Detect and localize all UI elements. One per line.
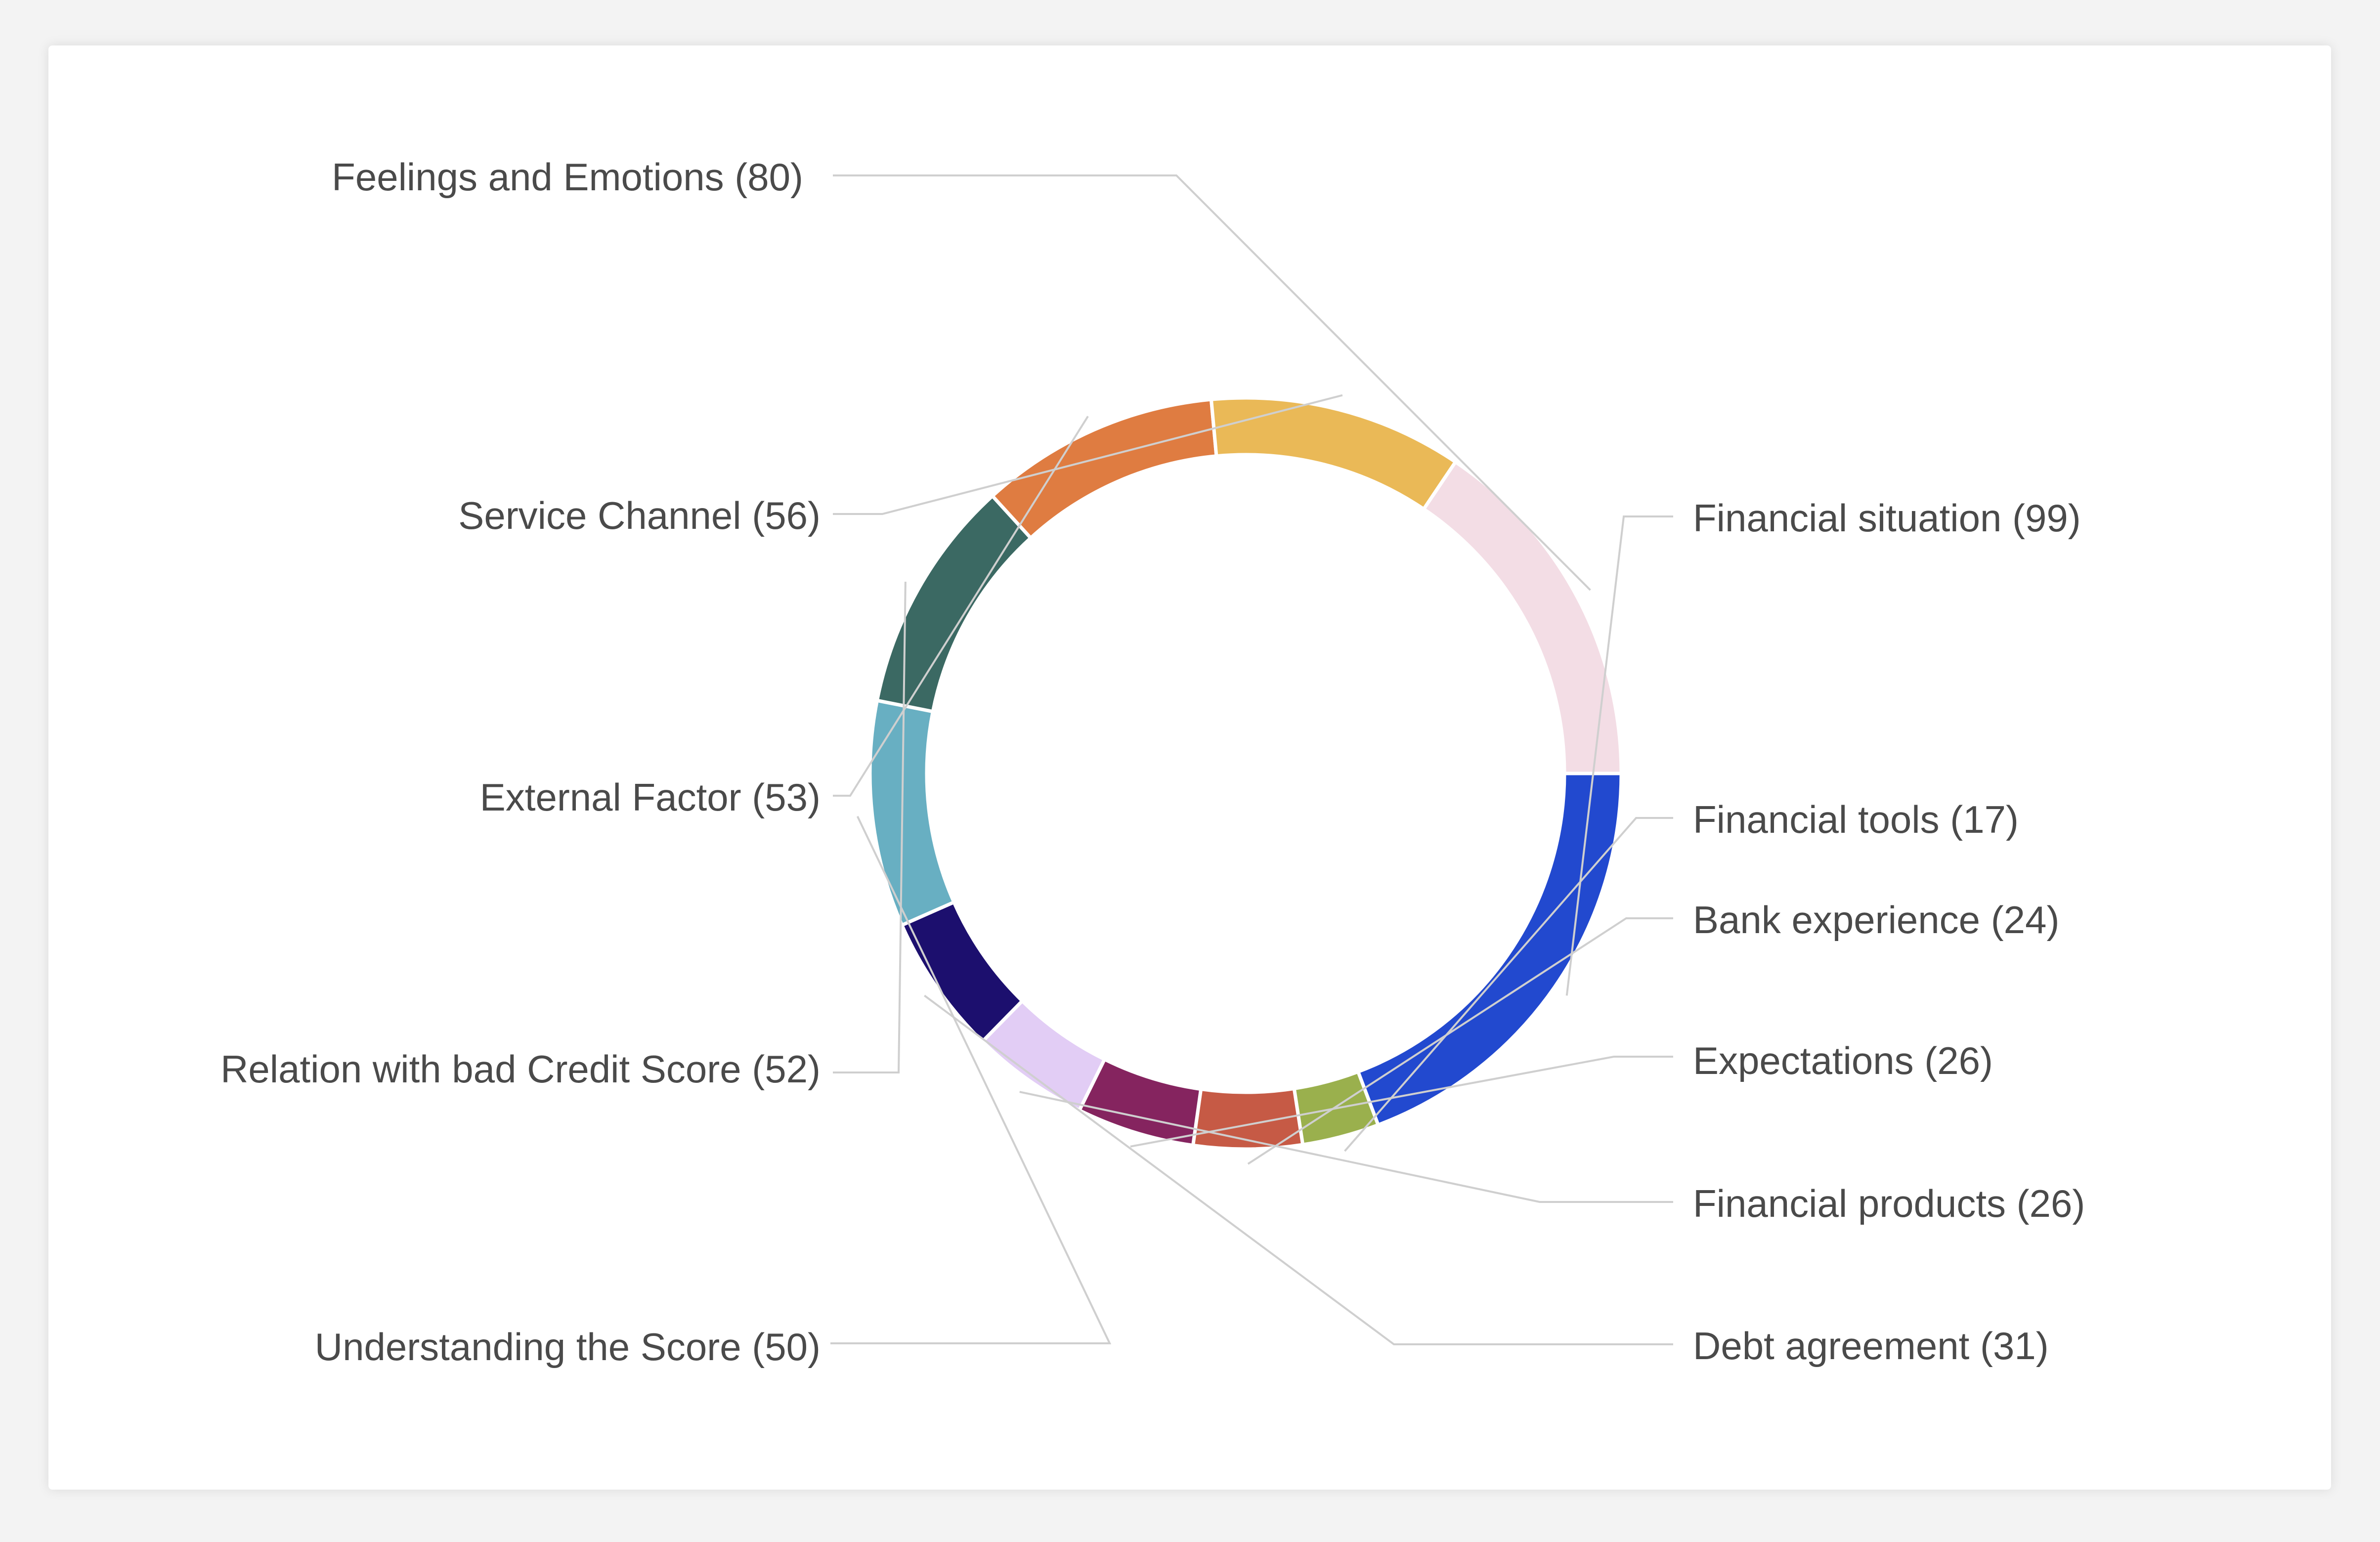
donut-slice-external-factor[interactable] xyxy=(990,397,1218,541)
leader-line xyxy=(833,174,1591,591)
leader-line xyxy=(1344,817,1673,1152)
donut-slice-financial-situation[interactable] xyxy=(1356,771,1623,1127)
slice-label: Financial tools (17) xyxy=(1693,798,2019,841)
slices-layer xyxy=(868,396,1623,1151)
slice-label: Feelings and Emotions (80) xyxy=(332,155,803,199)
slice-label: Expectations (26) xyxy=(1693,1039,1993,1082)
slice-label: Financial products (26) xyxy=(1693,1182,2085,1225)
slice-label: Bank experience (24) xyxy=(1693,898,2059,942)
leader-line xyxy=(1247,917,1673,1165)
slice-label: Service Channel (56) xyxy=(458,494,821,537)
donut-slice-relation-with-bad-credit-score[interactable] xyxy=(875,493,1034,714)
leader-lines-layer xyxy=(830,174,1673,1345)
leader-line xyxy=(1565,515,1673,996)
labels-layer: Financial situation (99) Financial tools … xyxy=(220,155,2085,1369)
slice-label: Debt agreement (31) xyxy=(1693,1324,2049,1368)
donut-slice-debt-agreement[interactable] xyxy=(900,900,1025,1044)
leader-line xyxy=(924,994,1673,1345)
slice-label: Understanding the Score (50) xyxy=(315,1325,821,1369)
leader-line xyxy=(833,394,1343,515)
donut-slice-understanding-the-score[interactable] xyxy=(868,698,956,928)
leader-line xyxy=(1019,1091,1673,1203)
chart-card xyxy=(48,45,2331,1490)
slice-label: Financial situation (99) xyxy=(1693,496,2081,540)
slice-label: Relation with bad Credit Score (52) xyxy=(220,1047,821,1091)
leader-line xyxy=(833,416,1089,797)
leader-line xyxy=(830,815,1112,1344)
leader-line xyxy=(1130,1056,1673,1148)
donut-slice-service-channel[interactable] xyxy=(1209,396,1458,512)
leader-line xyxy=(833,581,907,1073)
donut-slice-feelings-and-emotions[interactable] xyxy=(1421,459,1623,775)
slice-label: External Factor (53) xyxy=(480,775,821,819)
